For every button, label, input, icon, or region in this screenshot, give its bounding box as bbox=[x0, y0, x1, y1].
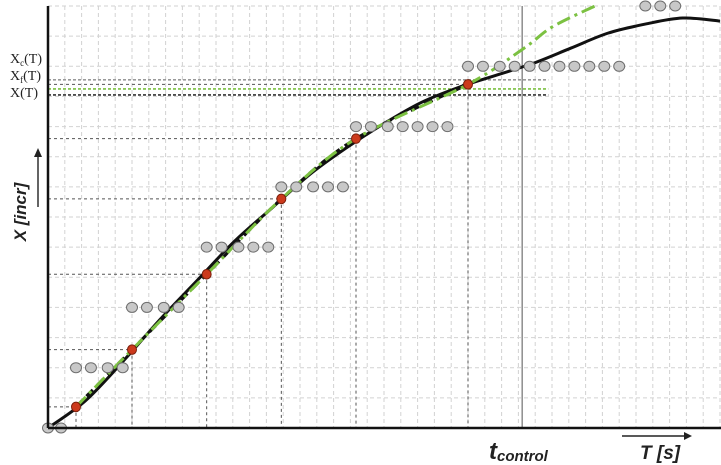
quantized-point bbox=[553, 60, 566, 72]
axes bbox=[34, 6, 721, 440]
quantized-point bbox=[639, 0, 652, 12]
quantized-point bbox=[322, 181, 334, 193]
quantized-point bbox=[476, 60, 489, 72]
quantized-point bbox=[441, 121, 454, 133]
quantized-point bbox=[381, 121, 394, 133]
quantized-point bbox=[262, 241, 275, 253]
quantized-point bbox=[84, 362, 97, 374]
quantized-point bbox=[307, 181, 320, 193]
x-axis-arrow-head bbox=[684, 432, 692, 440]
quantized-point bbox=[508, 60, 521, 72]
quantized-point bbox=[364, 121, 377, 133]
y-marker-label-x: X(T) bbox=[10, 86, 38, 101]
series-filtered bbox=[74, 4, 596, 408]
quantized-point bbox=[290, 181, 303, 193]
quantized-point bbox=[126, 301, 138, 313]
quantized-point bbox=[350, 121, 362, 133]
quantized-point bbox=[462, 60, 474, 72]
y-axis-title: X [incr] bbox=[11, 181, 30, 242]
sample-point bbox=[463, 79, 473, 90]
x-axis-title: T [s] bbox=[640, 443, 681, 464]
reference-lines bbox=[48, 6, 549, 428]
quantized-point bbox=[247, 241, 260, 253]
quantized-point bbox=[568, 60, 581, 72]
sample-point bbox=[351, 133, 361, 144]
t-control-label: tcontrol bbox=[489, 438, 549, 465]
y-axis-arrow-head bbox=[34, 148, 42, 157]
quantized-point bbox=[426, 121, 439, 133]
quantized-point bbox=[116, 362, 129, 374]
quantized-point bbox=[140, 301, 153, 313]
quantized-point bbox=[493, 60, 506, 72]
sample-point bbox=[201, 268, 212, 280]
quantized-point bbox=[654, 0, 667, 12]
labels: Xc(T) Xf(T) X(T) X [incr] T [s] tcontrol bbox=[10, 52, 681, 465]
quantized-point bbox=[101, 362, 114, 374]
y-marker-label-c: Xc(T) bbox=[10, 52, 42, 68]
quantized-point bbox=[523, 60, 536, 72]
quantized-point bbox=[669, 0, 682, 12]
quantized-point bbox=[70, 362, 82, 374]
quantized-point bbox=[200, 241, 213, 253]
quantized-point bbox=[275, 181, 288, 193]
quantized-point bbox=[598, 60, 611, 72]
sample-point bbox=[127, 344, 137, 355]
quantized-point bbox=[215, 241, 228, 253]
y-marker-label-f: Xf(T) bbox=[10, 69, 41, 85]
quantized-point bbox=[172, 301, 185, 313]
quantized-point bbox=[232, 241, 245, 253]
quantized-point bbox=[613, 60, 626, 72]
sample-point bbox=[276, 193, 287, 205]
quantized-point bbox=[157, 301, 170, 313]
quantized-point bbox=[336, 181, 349, 193]
quantized-point bbox=[538, 60, 551, 72]
quantized-point bbox=[411, 121, 424, 133]
quantized-point bbox=[396, 121, 409, 133]
quantized-point bbox=[583, 60, 596, 72]
data-points bbox=[42, 0, 682, 434]
sample-point bbox=[71, 401, 81, 413]
